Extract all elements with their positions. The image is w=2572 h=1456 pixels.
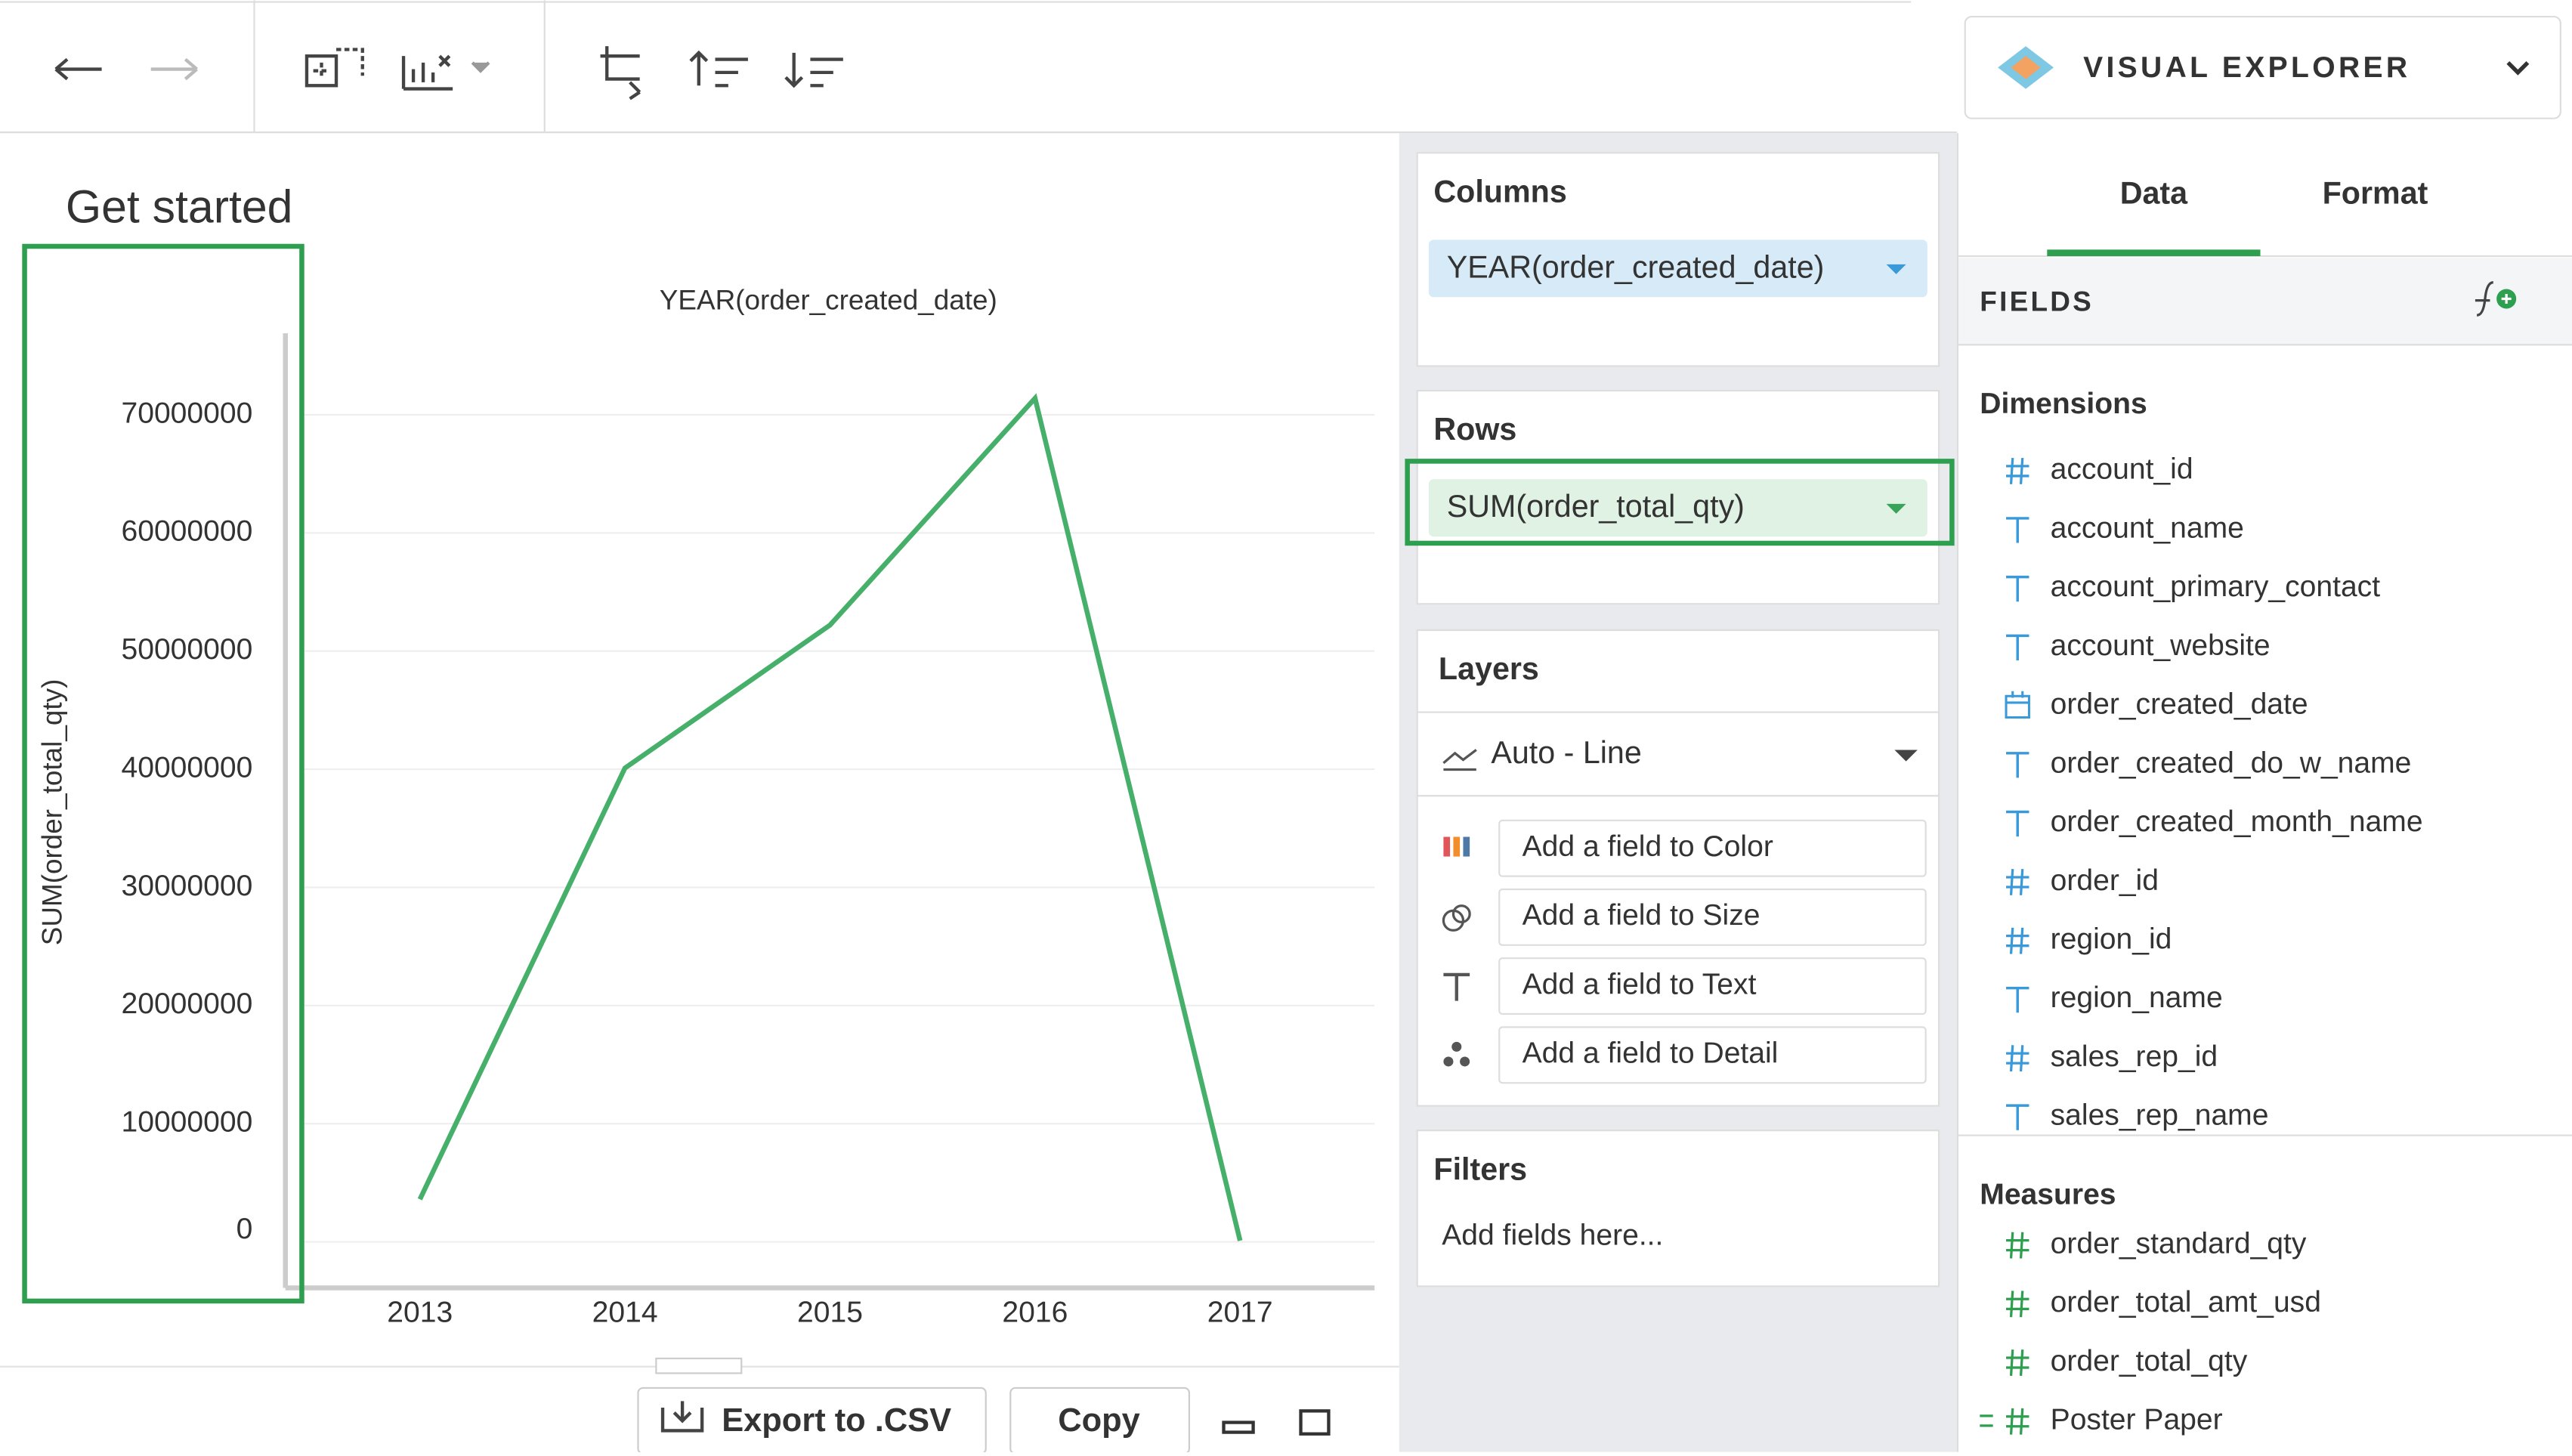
- field-item[interactable]: region_id: [2051, 923, 2172, 956]
- field-item[interactable]: order_total_qty: [2051, 1345, 2248, 1377]
- field-item[interactable]: account_name: [2051, 512, 2244, 544]
- field-item[interactable]: order_created_month_name: [2051, 805, 2423, 838]
- encoding-placeholder: Add a field to Color: [1522, 830, 1773, 863]
- field-icon: [2006, 457, 2029, 484]
- chart: 0 10000000 20000000 30000000 40000000 5000000…: [36, 285, 1375, 1329]
- maximize-button[interactable]: [1299, 1409, 1331, 1436]
- forward-button[interactable]: [150, 57, 198, 81]
- filters-shelf: [1416, 1130, 1940, 1288]
- field-icon: [2006, 1045, 2029, 1072]
- copy-label: Copy: [1058, 1402, 1140, 1439]
- y-tick-label: 20000000: [122, 988, 253, 1020]
- x-tick-label: 2014: [592, 1297, 658, 1329]
- field-item[interactable]: order_standard_qty: [2051, 1227, 2307, 1260]
- y-tick-label: 0: [236, 1213, 253, 1245]
- page-title: Get started: [66, 181, 293, 232]
- section-label: Measures: [1980, 1178, 2116, 1210]
- clear-chart-button[interactable]: [401, 54, 453, 91]
- field-item[interactable]: order_created_date: [2051, 688, 2308, 721]
- encoding-placeholder: Add a field to Text: [1522, 968, 1757, 1000]
- y-tick-label: 10000000: [122, 1106, 253, 1139]
- field-icon: [2006, 1232, 2029, 1259]
- field-icon: [2006, 575, 2029, 602]
- resize-handle[interactable]: [655, 1357, 743, 1374]
- field-icon: [2006, 986, 2029, 1013]
- shelf-label: Columns: [1433, 174, 1566, 209]
- field-icon: [2006, 1291, 2029, 1318]
- shelf-label: Rows: [1433, 412, 1516, 447]
- chevron: [2506, 60, 2530, 76]
- fields-label: FIELDS: [1980, 286, 2094, 317]
- filters-placeholder[interactable]: Add fields here...: [1442, 1220, 1663, 1252]
- field-icon: [2006, 752, 2029, 778]
- line: [417, 393, 1243, 1241]
- field-icon: [2006, 868, 2029, 895]
- field-item[interactable]: account_website: [2051, 629, 2271, 662]
- swap-axes-button[interactable]: [600, 46, 641, 100]
- y-tick-label: 50000000: [122, 633, 253, 666]
- x-tick-label: 2013: [387, 1297, 453, 1329]
- y-tick-label: 30000000: [122, 870, 253, 902]
- sort-desc-button[interactable]: [784, 52, 843, 88]
- field-item[interactable]: account_primary_contact: [2051, 570, 2381, 603]
- y-axis-title: SUM(order_total_qty): [36, 679, 67, 946]
- field-icon: [2006, 1104, 2029, 1130]
- column-pill[interactable]: [1428, 240, 1927, 298]
- add-chart-button[interactable]: [304, 54, 339, 88]
- y-tick-label: 70000000: [122, 397, 253, 429]
- highlight: [1405, 459, 1955, 546]
- add-formula[interactable]: [2475, 281, 2494, 317]
- encoding-slot[interactable]: [1498, 1026, 1927, 1084]
- export-label: Export to .CSV: [722, 1402, 951, 1439]
- field-icon: [2005, 691, 2030, 719]
- pill-label: SUM(order_total_qty): [1447, 489, 1745, 524]
- field-icon: [2006, 1349, 2029, 1377]
- highlight: [22, 243, 304, 1304]
- shelf-label: Filters: [1433, 1152, 1527, 1186]
- tab[interactable]: Data: [2120, 176, 2188, 211]
- fields-header: [1958, 258, 2572, 345]
- field-item[interactable]: order_id: [2051, 864, 2159, 897]
- field-icon: [2006, 810, 2029, 837]
- field-item[interactable]: account_id: [2051, 453, 2193, 486]
- field-item[interactable]: order_total_amt_usd: [2051, 1286, 2321, 1318]
- mark-type[interactable]: Auto - Line: [1491, 735, 1641, 770]
- row-pill[interactable]: [1428, 479, 1927, 537]
- back-button[interactable]: [54, 57, 102, 81]
- field-icon: [2006, 927, 2029, 954]
- explorer-dropdown[interactable]: [1964, 15, 2561, 119]
- field-item[interactable]: Poster Paper: [2051, 1404, 2223, 1436]
- encoding-placeholder: Add a field to Detail: [1522, 1037, 1779, 1070]
- encoding-slot[interactable]: [1498, 957, 1927, 1015]
- pill-label: YEAR(order_created_date): [1447, 249, 1825, 284]
- encoding-placeholder: Add a field to Size: [1522, 899, 1761, 932]
- minimize-button[interactable]: [1222, 1420, 1255, 1434]
- app-title: VISUAL EXPLORER: [2083, 51, 2410, 84]
- field-icon: [2006, 634, 2029, 660]
- field-item[interactable]: sales_rep_name: [2051, 1099, 2269, 1132]
- x-tick-label: 2015: [797, 1297, 863, 1329]
- encoding-slot[interactable]: [1498, 819, 1927, 877]
- field-icon: [2006, 1408, 2029, 1435]
- field-item[interactable]: region_name: [2051, 981, 2223, 1014]
- field-icon: [2006, 517, 2029, 543]
- y-tick-label: 60000000: [122, 515, 253, 548]
- section-label: Dimensions: [1980, 388, 2147, 420]
- encoding-slot[interactable]: [1498, 888, 1927, 946]
- active-tab-indicator: [2047, 249, 2261, 257]
- field-item[interactable]: order_created_do_w_name: [2051, 747, 2412, 779]
- x-axis-title: YEAR(order_created_date): [660, 285, 997, 316]
- x-tick-label: 2017: [1207, 1297, 1273, 1329]
- sort-asc-button[interactable]: [689, 50, 748, 88]
- shelf-label: Layers: [1439, 651, 1539, 686]
- y-tick-label: 40000000: [122, 751, 253, 784]
- x-tick-label: 2016: [1002, 1297, 1068, 1329]
- field-item[interactable]: sales_rep_id: [2051, 1040, 2218, 1073]
- tab[interactable]: Format: [2323, 176, 2428, 211]
